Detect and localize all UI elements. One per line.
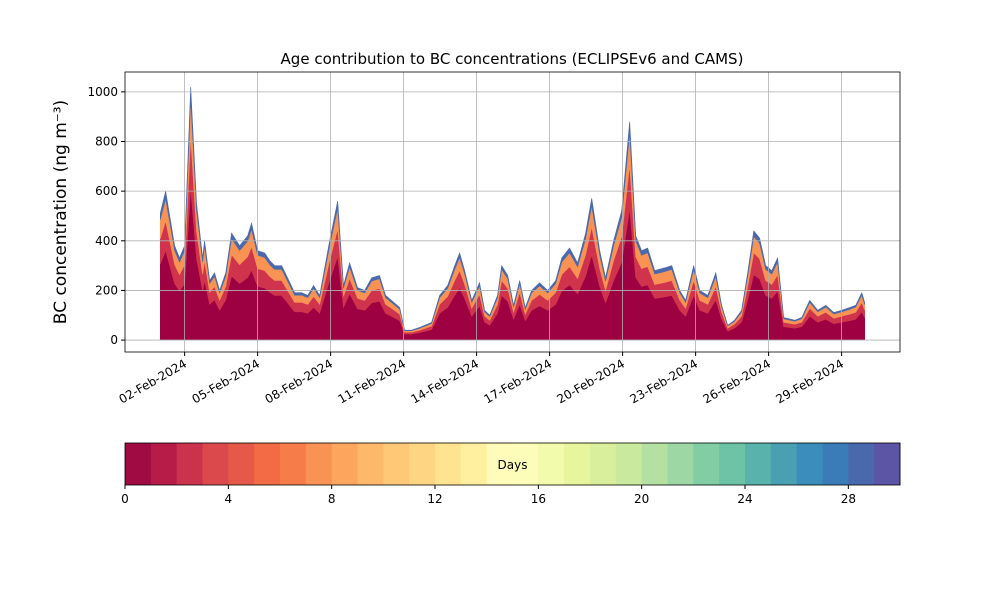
colorbar-frame: [124, 442, 901, 486]
colorbar-bin: [435, 443, 462, 485]
x-tick-label: 14-Feb-2024: [409, 356, 482, 406]
colorbar-bin: [848, 443, 875, 485]
colorbar-bin: [150, 443, 178, 485]
colorbar-bin: [615, 443, 643, 485]
colorbar-bin: [693, 443, 720, 485]
colorbar-bin: [538, 443, 565, 485]
colorbar-tick-label: 8: [328, 492, 336, 506]
colorbar-bin: [331, 443, 358, 485]
colorbar-bin: [770, 443, 798, 485]
x-tick-label: 11-Feb-2024: [336, 356, 409, 406]
colorbar-bin: [202, 443, 229, 485]
colorbar-bin: [460, 443, 488, 485]
colorbar-bin: [590, 443, 617, 485]
x-tick-label: 20-Feb-2024: [555, 356, 628, 406]
colorbar-bin: [176, 443, 203, 485]
colorbar-bin: [228, 443, 255, 485]
colorbar-bin: [641, 443, 668, 485]
x-tick-label: 17-Feb-2024: [482, 356, 555, 406]
colorbar-tick-label: 0: [121, 492, 129, 506]
y-axis-label: BC concentration (ng m⁻³): [51, 100, 71, 324]
colorbar-bin: [874, 443, 901, 485]
colorbar-bin: [745, 443, 772, 485]
colorbar-bin: [667, 443, 694, 485]
chart-title: Age contribution to BC concentrations (E…: [281, 50, 744, 68]
colorbar-tick-label: 16: [531, 492, 546, 506]
y-tick-label: 200: [95, 283, 118, 297]
colorbar-label: Days: [498, 458, 528, 472]
colorbar-tick-label: 12: [427, 492, 442, 506]
colorbar-bin: [305, 443, 333, 485]
colorbar-bin: [719, 443, 746, 485]
colorbar-bin: [822, 443, 849, 485]
x-tick-label: 26-Feb-2024: [701, 356, 774, 406]
y-tick-label: 0: [110, 333, 118, 347]
colorbar-tick-label: 24: [737, 492, 752, 506]
area-layer: [159, 86, 866, 331]
colorbar-tick-label: 4: [225, 492, 233, 506]
y-tick-label: 600: [95, 184, 118, 198]
colorbar-bin: [564, 443, 591, 485]
colorbar-bin: [125, 443, 152, 485]
y-tick-label: 400: [95, 234, 118, 248]
plot-frame: [124, 71, 901, 353]
x-tick-label: 02-Feb-2024: [117, 356, 190, 406]
x-tick-label: 29-Feb-2024: [774, 356, 847, 406]
colorbar-bin: [357, 443, 384, 485]
x-tick-label: 23-Feb-2024: [628, 356, 701, 406]
x-tick-label: 08-Feb-2024: [263, 356, 336, 406]
colorbar-bin: [383, 443, 410, 485]
colorbar-bin: [512, 443, 539, 485]
colorbar-bin: [280, 443, 307, 485]
y-tick-label: 800: [95, 135, 118, 149]
colorbar-tick-label: 28: [841, 492, 856, 506]
x-tick-label: 05-Feb-2024: [190, 356, 263, 406]
colorbar-bin: [254, 443, 281, 485]
colorbar-bin: [486, 443, 513, 485]
colorbar-bin: [409, 443, 436, 485]
colorbar-tick-label: 20: [634, 492, 649, 506]
y-tick-label: 1000: [87, 85, 118, 99]
colorbar-bin: [796, 443, 823, 485]
